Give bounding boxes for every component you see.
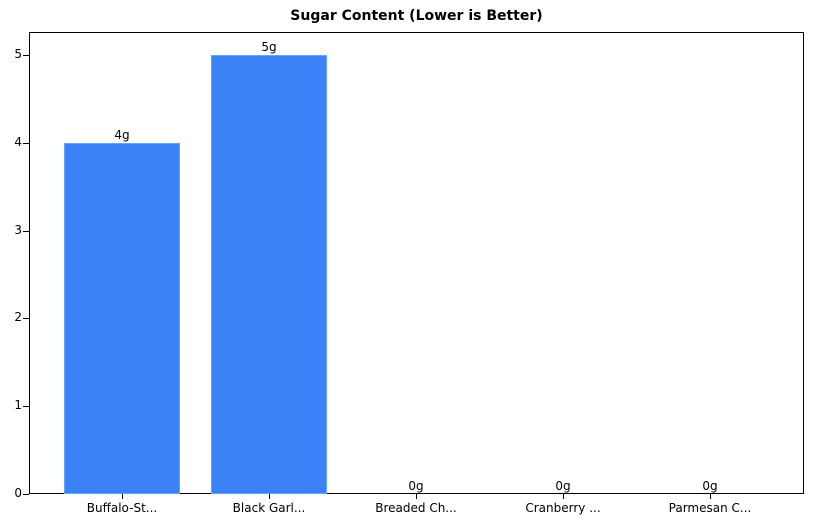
y-tick-label: 1 [14, 398, 22, 413]
y-tick-label: 5 [14, 47, 22, 61]
x-tick [269, 494, 270, 499]
x-tick-label: Breaded Ch... [375, 501, 457, 515]
x-tick [416, 494, 417, 499]
x-tick-label: Black Garl... [232, 501, 306, 515]
y-tick [23, 494, 29, 495]
bar-value-label: 4g [114, 127, 130, 142]
x-tick-label: Parmesan C... [668, 501, 752, 515]
bar [64, 142, 180, 494]
bar-value-label: 0g [555, 479, 571, 493]
plot-area [29, 32, 804, 494]
x-tick [710, 494, 711, 499]
bar [211, 55, 327, 494]
x-tick-label: Buffalo-St... [86, 501, 158, 515]
x-tick [563, 494, 564, 499]
bar-value-label: 5g [261, 40, 277, 54]
x-tick [122, 494, 123, 499]
y-tick [23, 142, 29, 144]
bar-value-label: 0g [408, 479, 424, 493]
x-tick-label: Cranberry ... [525, 501, 601, 515]
bar-value-label: 0g [702, 479, 718, 493]
y-tick-label: 2 [14, 310, 22, 325]
y-tick [23, 55, 29, 56]
y-tick-label: 0 [14, 486, 22, 500]
y-tick [23, 406, 29, 408]
chart-title: Sugar Content (Lower is Better) [290, 8, 543, 24]
y-tick [23, 230, 29, 232]
y-tick [23, 318, 29, 320]
y-tick-label: 3 [14, 222, 22, 237]
y-tick-label: 4 [14, 134, 22, 149]
